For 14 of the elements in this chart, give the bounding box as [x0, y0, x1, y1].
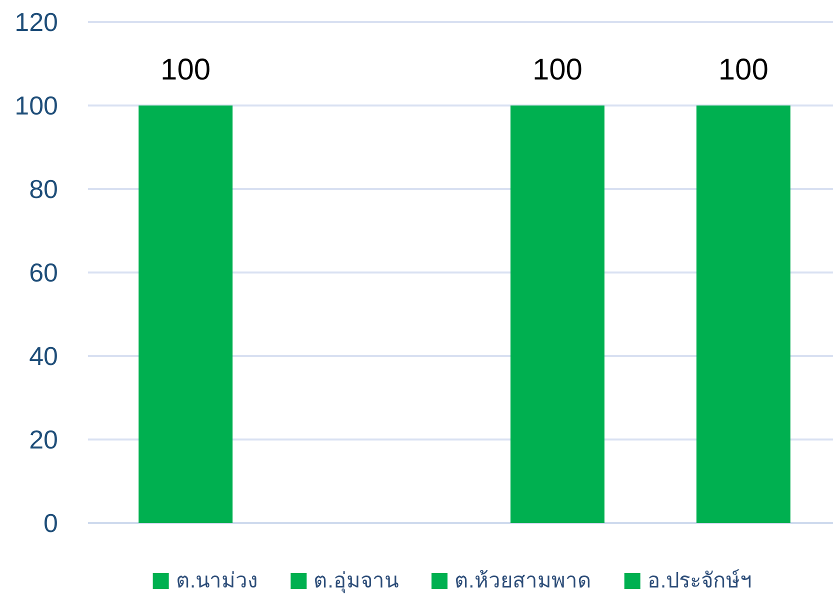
data-label: 100	[160, 54, 211, 86]
y-tick-label: 0	[44, 508, 58, 538]
y-tick-label: 100	[14, 90, 58, 120]
legend-label: ต.ห้วยสามพาด	[454, 570, 592, 592]
y-tick-label: 60	[29, 258, 58, 288]
legend-label: ต.นาม่วง	[176, 570, 258, 592]
legend-label: อ.ประจักษ์ฯ	[647, 568, 752, 592]
y-tick-label: 80	[29, 174, 58, 204]
y-tick-label: 120	[14, 7, 58, 37]
data-label: 100	[718, 54, 768, 86]
data-label: 100	[532, 54, 583, 86]
y-tick-label: 20	[29, 424, 58, 454]
y-tick-label: 40	[29, 341, 58, 371]
legend-label: ต.อุ่มจาน	[314, 570, 398, 594]
